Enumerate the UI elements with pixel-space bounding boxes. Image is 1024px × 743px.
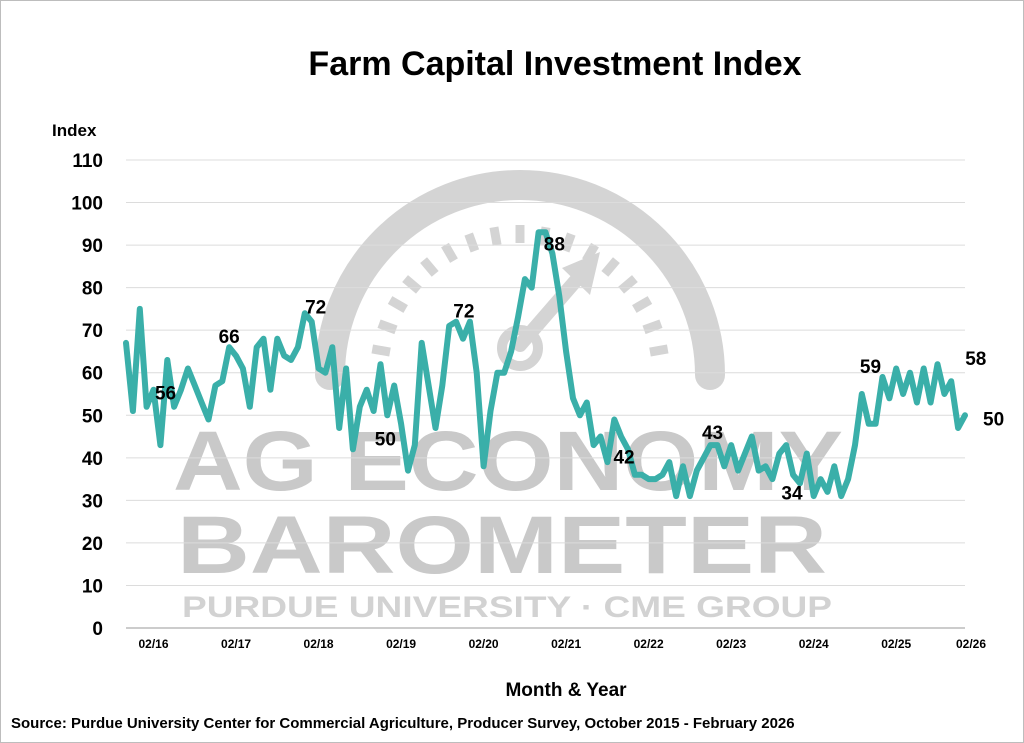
data-label: 72	[305, 298, 326, 319]
watermark-tick	[632, 296, 653, 313]
x-tick-label: 02/26	[956, 637, 986, 651]
watermark-gauge-ticks	[371, 225, 669, 357]
y-tick-label: 20	[82, 534, 103, 555]
watermark-tick	[387, 296, 408, 313]
data-label: 34	[781, 483, 803, 504]
x-tick-label: 02/19	[386, 637, 416, 651]
watermark-tick	[642, 319, 663, 335]
x-tick-label: 02/24	[799, 637, 829, 651]
watermark-tick	[464, 232, 480, 253]
data-labels: 56 66 72 50 72 88 42 43 34 59 58 50	[155, 235, 1004, 505]
data-label: 88	[544, 235, 565, 256]
y-axis-label: Index	[52, 121, 97, 140]
gridlines	[126, 159, 965, 629]
watermark-tick	[371, 344, 391, 357]
y-tick-label: 90	[82, 236, 103, 257]
watermark-tick	[618, 275, 638, 294]
x-tick-label: 02/22	[634, 637, 664, 651]
data-label: 42	[613, 447, 634, 468]
watermark-line1: AG ECONOMY	[173, 414, 843, 508]
y-tick-label: 40	[82, 449, 103, 470]
data-label: 58	[965, 349, 986, 370]
series-line	[123, 229, 968, 500]
watermark-tick	[560, 232, 576, 253]
x-tick-label: 02/23	[716, 637, 746, 651]
x-tick-label: 02/25	[881, 637, 911, 651]
data-label: 66	[219, 327, 240, 348]
x-tick-labels: 02/16 02/17 02/18 02/19 02/20 02/21 02/22 02/23…	[138, 637, 986, 651]
watermark: AG ECONOMY BAROMETER PURDUE UNIVERSITY ·…	[173, 170, 843, 624]
data-label: 72	[453, 302, 474, 323]
y-tick-label: 70	[82, 321, 103, 342]
x-axis-label: Month & Year	[505, 680, 627, 701]
y-tick-label: 80	[82, 279, 103, 300]
y-tick-labels: 0 10 20 30 40 50 60 70 80 90 100 110	[71, 151, 103, 640]
y-tick-label: 110	[72, 151, 103, 172]
watermark-tick	[402, 275, 422, 294]
y-tick-label: 30	[82, 491, 103, 512]
data-label: 43	[702, 423, 723, 444]
watermark-tick	[601, 257, 620, 277]
y-tick-label: 100	[71, 194, 103, 215]
y-tick-label: 0	[92, 619, 103, 640]
y-tick-label: 10	[82, 576, 103, 597]
data-label: 50	[375, 429, 396, 450]
x-tick-label: 02/18	[304, 637, 334, 651]
data-label: 59	[860, 357, 881, 378]
y-tick-label: 50	[82, 406, 103, 427]
watermark-tick	[377, 319, 398, 335]
watermark-gauge-arrowhead	[562, 252, 600, 295]
watermark-tick	[489, 226, 502, 246]
data-label: 50	[983, 409, 1004, 430]
y-tick-label: 60	[82, 364, 103, 385]
watermark-tick	[649, 344, 669, 357]
x-tick-label: 02/17	[221, 637, 251, 651]
x-tick-label: 02/20	[469, 637, 499, 651]
watermark-line2: BAROMETER	[177, 500, 827, 591]
watermark-tick	[441, 242, 458, 263]
x-tick-label: 02/21	[551, 637, 581, 651]
data-label: 56	[155, 384, 176, 405]
watermark-gauge-arc	[315, 170, 725, 390]
chart-title: Farm Capital Investment Index	[308, 45, 801, 83]
watermark-line3: PURDUE UNIVERSITY · CME GROUP	[182, 591, 832, 624]
x-tick-label: 02/16	[138, 637, 168, 651]
source-note: Source: Purdue University Center for Com…	[11, 715, 795, 732]
watermark-tick	[420, 257, 439, 277]
